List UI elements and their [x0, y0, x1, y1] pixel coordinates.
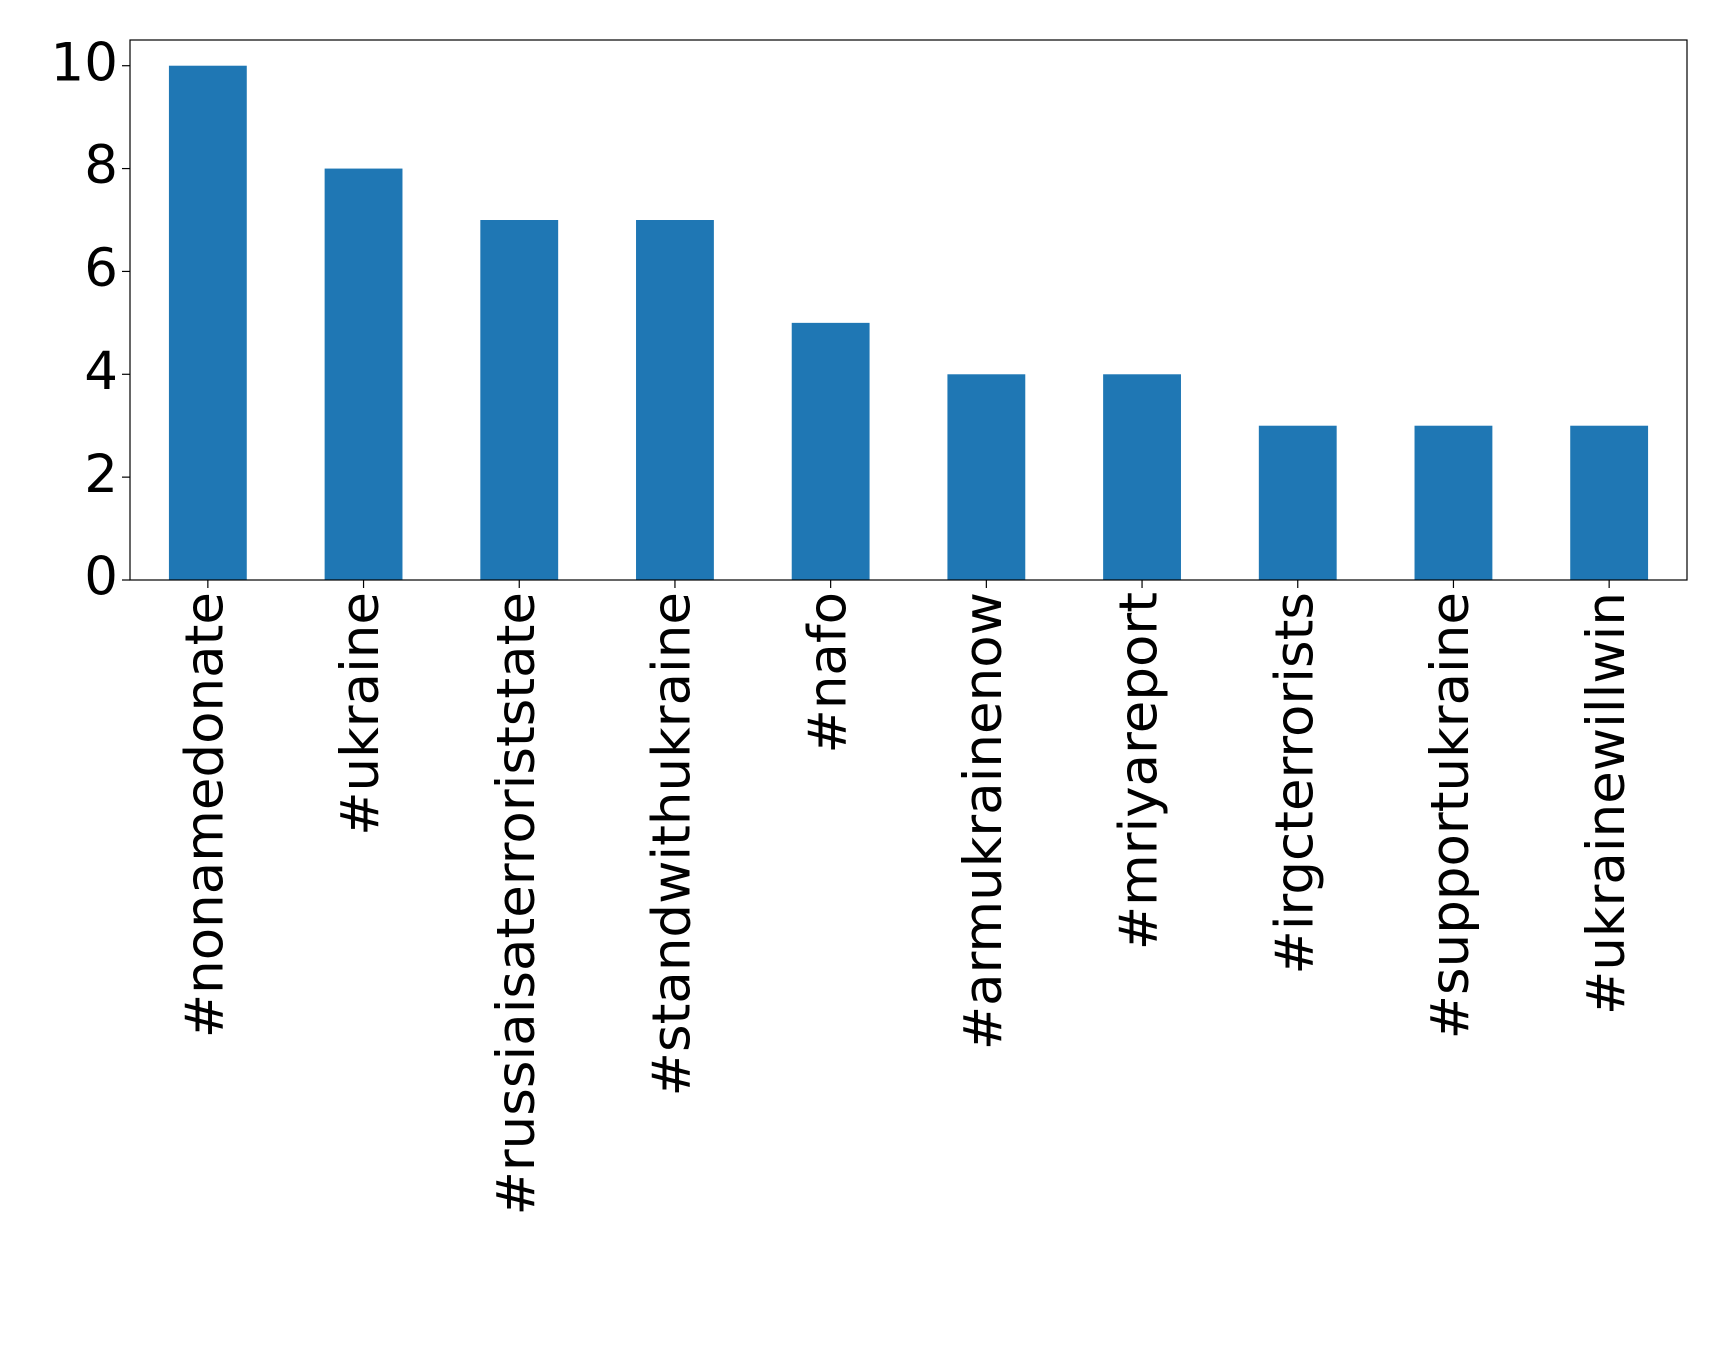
x-tick-label: #nonamedonate	[174, 592, 235, 1038]
bar	[791, 322, 870, 580]
bar	[947, 374, 1026, 580]
y-tick-label: 8	[84, 135, 118, 196]
y-tick-label: 6	[84, 238, 118, 299]
y-tick-label: 10	[51, 32, 118, 93]
bar	[324, 168, 403, 581]
bar	[1103, 374, 1181, 580]
bar	[480, 220, 559, 580]
bar	[636, 220, 714, 580]
x-tick-label: #russiaisaterroriststate	[486, 592, 547, 1216]
x-tick-label: #irgcterrorists	[1264, 592, 1325, 975]
x-tick-label: #supportukraine	[1420, 592, 1481, 1039]
plot-frame	[129, 39, 1688, 581]
x-tick-label: #mriyareport	[1109, 592, 1170, 950]
x-tick-label: #ukraine	[330, 592, 391, 836]
x-tick-label: #standwithukraine	[642, 592, 703, 1096]
y-tick-label: 0	[84, 547, 118, 608]
x-tick-label: #armukrainenow	[953, 592, 1014, 1050]
y-tick-label: 2	[84, 444, 118, 505]
y-tick-label: 4	[84, 341, 118, 402]
x-tick-label: #nafo	[797, 592, 858, 754]
bar	[1258, 425, 1337, 580]
bar	[168, 65, 247, 580]
bar	[1414, 425, 1493, 580]
bar	[1570, 425, 1649, 580]
x-tick-label: #ukrainewillwin	[1576, 592, 1637, 1015]
